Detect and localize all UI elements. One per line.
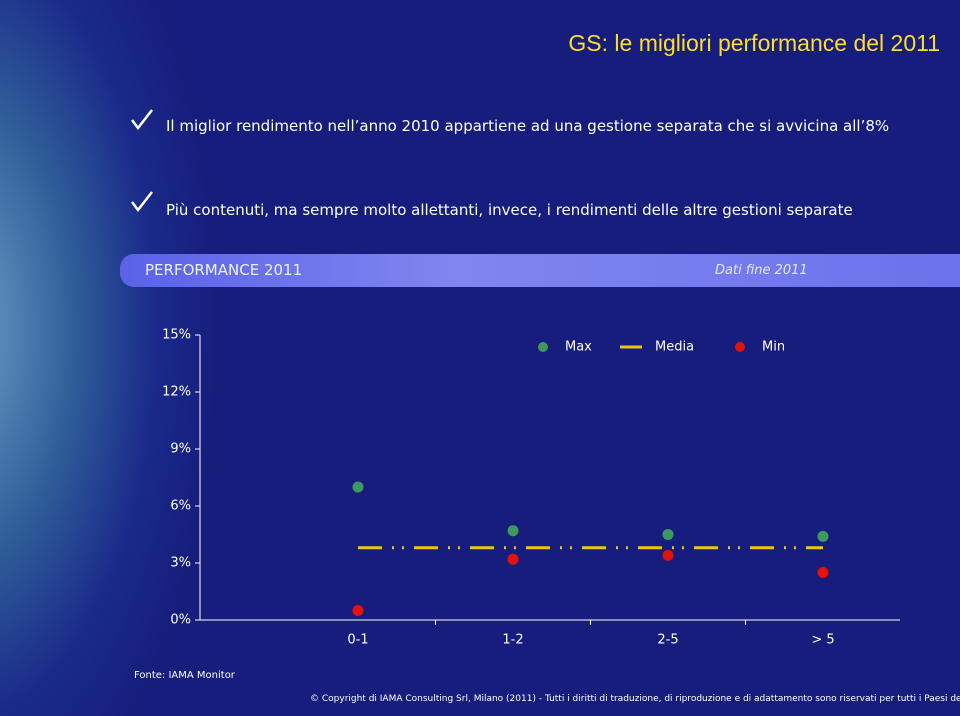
copyright: © Copyright di IAMA Consulting Srl, Mila… xyxy=(310,694,960,704)
banner-label: PERFORMANCE 2011 xyxy=(145,261,303,279)
point xyxy=(352,605,364,616)
point xyxy=(507,525,519,537)
point xyxy=(817,567,829,578)
checkmarks xyxy=(131,109,153,213)
legend-label: Media xyxy=(655,340,694,355)
bullet: Il miglior rendimento nell’anno 2010 app… xyxy=(166,117,890,135)
point xyxy=(352,481,364,493)
source: Fonte: IAMA Monitor xyxy=(134,670,235,681)
x-tick-label: > 5 xyxy=(811,633,834,648)
bullet: Più contenuti, ma sempre molto allettant… xyxy=(166,201,853,219)
banner-note: Dati fine 2011 xyxy=(715,263,808,278)
point xyxy=(817,530,829,542)
x-tick-label: 0-1 xyxy=(347,633,368,648)
y-tick-label: 12% xyxy=(162,385,191,400)
slide-title: GS: le migliori performance del 2011 xyxy=(568,30,940,56)
point xyxy=(662,529,674,540)
legend-label: Min xyxy=(762,340,785,355)
y-tick-label: 6% xyxy=(170,499,191,514)
x-tick-label: 2-5 xyxy=(657,633,678,648)
y-tick-label: 15% xyxy=(162,328,191,343)
legend-swatch xyxy=(735,342,745,352)
legend-swatch xyxy=(538,342,548,352)
legend-label: Max xyxy=(565,340,592,355)
x-tick-label: 1-2 xyxy=(502,633,523,648)
y-tick-label: 0% xyxy=(170,613,191,628)
y-tick-label: 9% xyxy=(170,442,191,457)
point xyxy=(662,549,674,561)
point xyxy=(507,553,519,565)
banner: PERFORMANCE 2011 Dati fine 2011 xyxy=(120,254,960,287)
y-tick-label: 3% xyxy=(170,556,191,571)
